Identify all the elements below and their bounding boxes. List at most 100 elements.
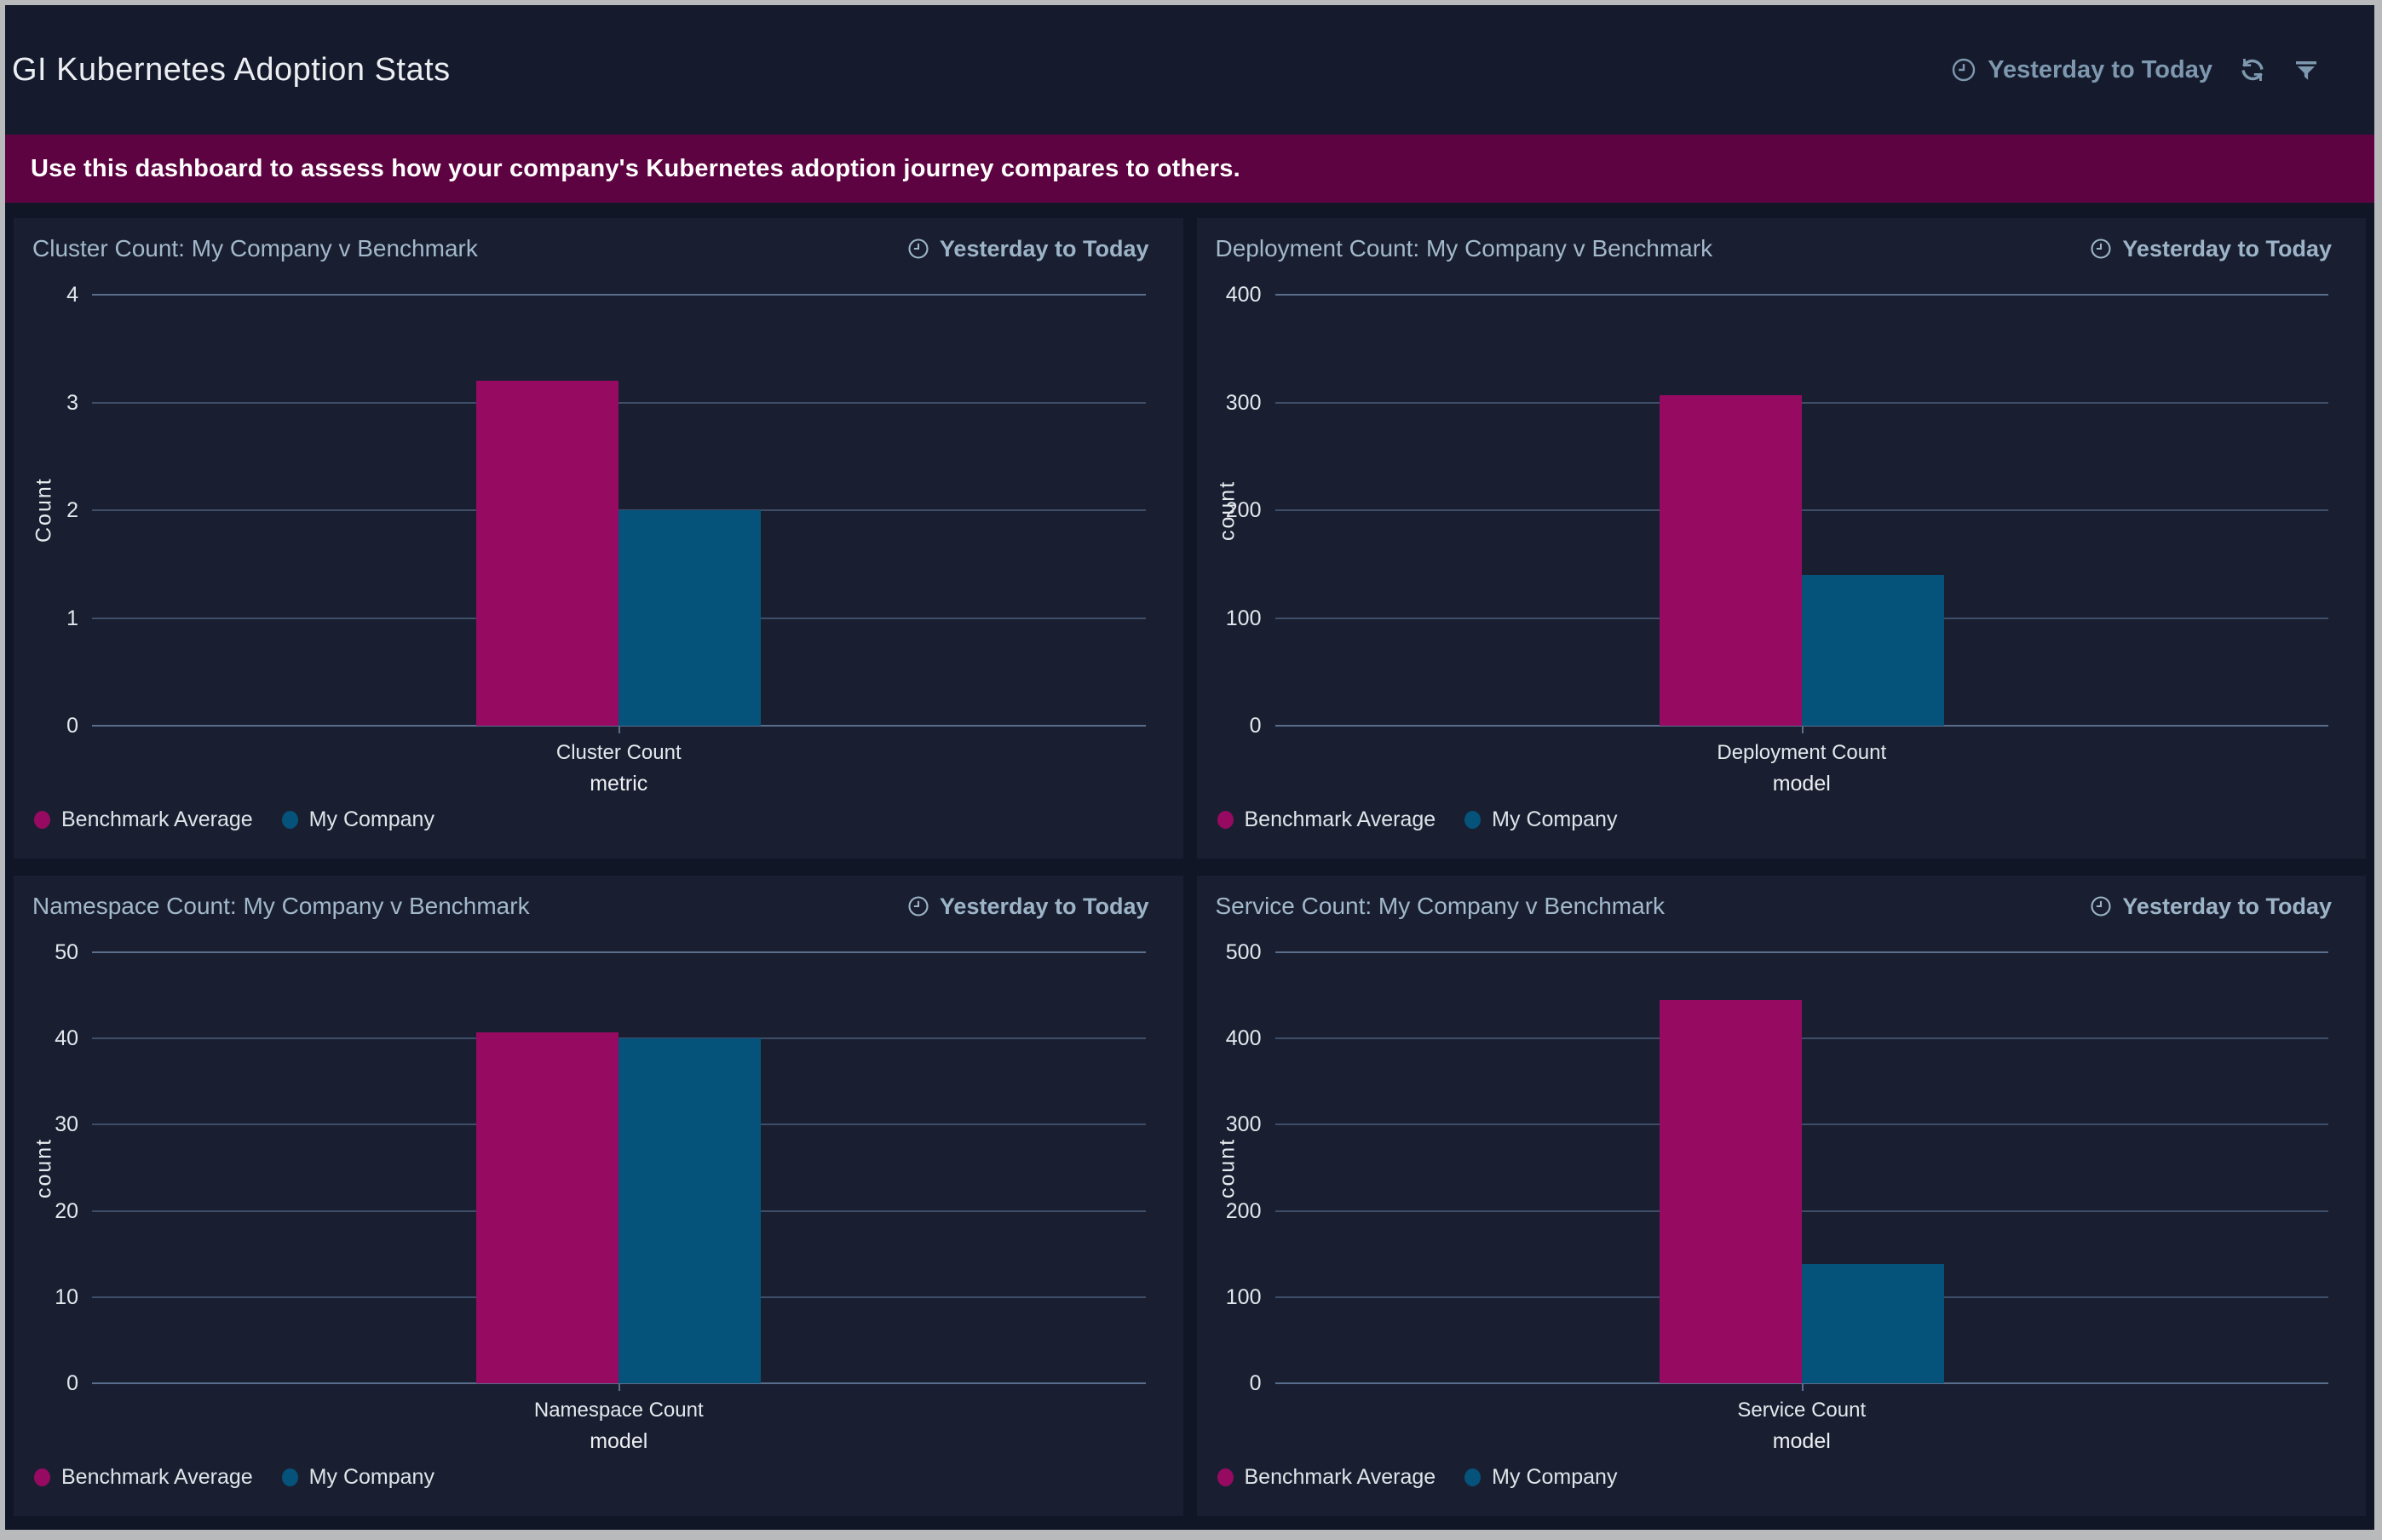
clock-icon (1950, 56, 1977, 83)
bar-group (1659, 952, 1944, 1383)
y-axis-title: count (32, 1137, 56, 1198)
clock-icon (906, 894, 930, 918)
x-tick-label: Namespace Count (533, 1399, 704, 1422)
legend-label: Benchmark Average (1244, 807, 1436, 831)
panel-title: Cluster Count: My Company v Benchmark (32, 235, 478, 261)
panel-deployment-count: Deployment Count: My Company v Benchmark… (1196, 218, 2366, 859)
global-timerange-control[interactable]: Yesterday to Today (1950, 56, 2212, 84)
x-tick-label: Service Count (1737, 1399, 1867, 1422)
gridline (1274, 951, 2328, 953)
x-tick-mark (619, 1383, 621, 1391)
bar-group (476, 952, 762, 1383)
x-axis-title: metric (590, 772, 648, 796)
legend-label: My Company (308, 1465, 434, 1489)
clock-icon (2089, 894, 2113, 918)
panel-timerange-label: Yesterday to Today (939, 893, 1149, 919)
bar-chart-plot: 0 100 200 300 400 500 (1226, 942, 2328, 1394)
legend-label: My Company (308, 807, 434, 831)
header-controls: Yesterday to Today (1950, 51, 2352, 89)
info-banner-text: Use this dashboard to assess how your co… (31, 154, 1240, 182)
legend-label: My Company (1492, 1465, 1618, 1489)
kebab-menu-icon[interactable] (2345, 51, 2352, 89)
filter-funnel-icon[interactable] (2293, 56, 2320, 83)
panel-timerange-control[interactable]: Yesterday to Today (2089, 894, 2332, 920)
bar-group (1659, 295, 1944, 726)
bar-benchmark-average[interactable] (476, 381, 619, 726)
bar-benchmark-average[interactable] (1659, 999, 1802, 1383)
x-tick-mark (1801, 1383, 1804, 1391)
gridline (1274, 294, 2328, 296)
legend-item-benchmark-average[interactable]: Benchmark Average (34, 1465, 253, 1490)
x-tick-label: Cluster Count (555, 741, 682, 764)
gridline (1274, 401, 2328, 404)
legend-dot (281, 1468, 298, 1486)
legend-item-my-company[interactable]: My Company (281, 1465, 434, 1490)
legend-dot (1217, 1468, 1234, 1486)
x-tick-mark (619, 726, 621, 733)
legend-dot (1464, 1468, 1482, 1486)
panel-cluster-count: Cluster Count: My Company v Benchmark Ye… (14, 218, 1183, 859)
bar-my-company[interactable] (619, 510, 762, 726)
legend-dot (34, 1468, 50, 1486)
bar-my-company[interactable] (1801, 1264, 1944, 1383)
chart-legend: Benchmark Average My Company (1217, 1465, 1617, 1490)
panel-timerange-control[interactable]: Yesterday to Today (906, 236, 1149, 262)
bar-benchmark-average[interactable] (476, 1032, 619, 1383)
gridline (1274, 1210, 2328, 1212)
panel-timerange-label: Yesterday to Today (2122, 893, 2332, 919)
y-axis-title: Count (32, 477, 56, 543)
bar-my-company[interactable] (619, 1038, 762, 1383)
legend-label: Benchmark Average (61, 807, 253, 831)
legend-item-benchmark-average[interactable]: Benchmark Average (34, 807, 253, 832)
panel-grid: Cluster Count: My Company v Benchmark Ye… (5, 218, 2374, 1516)
legend-label: Benchmark Average (1244, 1465, 1436, 1489)
global-timerange-label: Yesterday to Today (1988, 55, 2212, 83)
x-axis-title: model (590, 1429, 648, 1453)
panel-timerange-control[interactable]: Yesterday to Today (2089, 236, 2332, 262)
dashboard-screen: GI Kubernetes Adoption Stats Yesterday t… (5, 5, 2374, 1530)
legend-item-my-company[interactable]: My Company (1464, 1465, 1617, 1490)
gridline (1274, 1123, 2328, 1126)
legend-dot (34, 811, 50, 829)
gridline (92, 401, 1146, 404)
panel-title: Service Count: My Company v Benchmark (1215, 893, 1666, 919)
legend-item-my-company[interactable]: My Company (281, 807, 434, 832)
y-axis-title: count (1215, 1137, 1239, 1198)
bar-benchmark-average[interactable] (1659, 394, 1802, 726)
clock-icon (2089, 237, 2113, 261)
clock-icon (906, 237, 930, 261)
legend-dot (1464, 811, 1482, 829)
refresh-icon[interactable] (2238, 55, 2267, 84)
legend-item-benchmark-average[interactable]: Benchmark Average (1217, 1465, 1436, 1490)
bar-group (476, 295, 762, 726)
bar-chart-plot: 0 10 20 30 40 50 (55, 942, 1146, 1394)
panel-title: Deployment Count: My Company v Benchmark (1215, 235, 1713, 261)
x-axis-title: model (1772, 772, 1831, 796)
legend-dot (281, 811, 298, 829)
panel-timerange-label: Yesterday to Today (939, 235, 1149, 261)
gridline (92, 294, 1146, 296)
panel-namespace-count: Namespace Count: My Company v Benchmark … (14, 876, 1183, 1516)
x-axis-title: model (1772, 1429, 1831, 1453)
legend-item-benchmark-average[interactable]: Benchmark Average (1217, 807, 1436, 832)
info-banner: Use this dashboard to assess how your co… (5, 135, 2374, 203)
bar-my-company[interactable] (1801, 574, 1944, 726)
x-tick-label: Deployment Count (1717, 741, 1887, 764)
app-header: GI Kubernetes Adoption Stats Yesterday t… (5, 5, 2374, 135)
chart-legend: Benchmark Average My Company (34, 1465, 434, 1490)
gridline (92, 951, 1146, 953)
chart-legend: Benchmark Average My Company (34, 807, 434, 832)
legend-item-my-company[interactable]: My Company (1464, 807, 1617, 832)
panel-service-count: Service Count: My Company v Benchmark Ye… (1196, 876, 2366, 1516)
gridline (1274, 509, 2328, 511)
chart-legend: Benchmark Average My Company (1217, 807, 1617, 832)
panel-timerange-control[interactable]: Yesterday to Today (906, 894, 1149, 920)
panel-timerange-label: Yesterday to Today (2122, 235, 2332, 261)
legend-label: Benchmark Average (61, 1465, 253, 1489)
legend-dot (1217, 811, 1234, 829)
page-title: GI Kubernetes Adoption Stats (12, 51, 451, 88)
gridline (1274, 1037, 2328, 1040)
bar-chart-plot: 0 100 200 300 400 (1226, 284, 2328, 737)
panel-title: Namespace Count: My Company v Benchmark (32, 893, 530, 919)
